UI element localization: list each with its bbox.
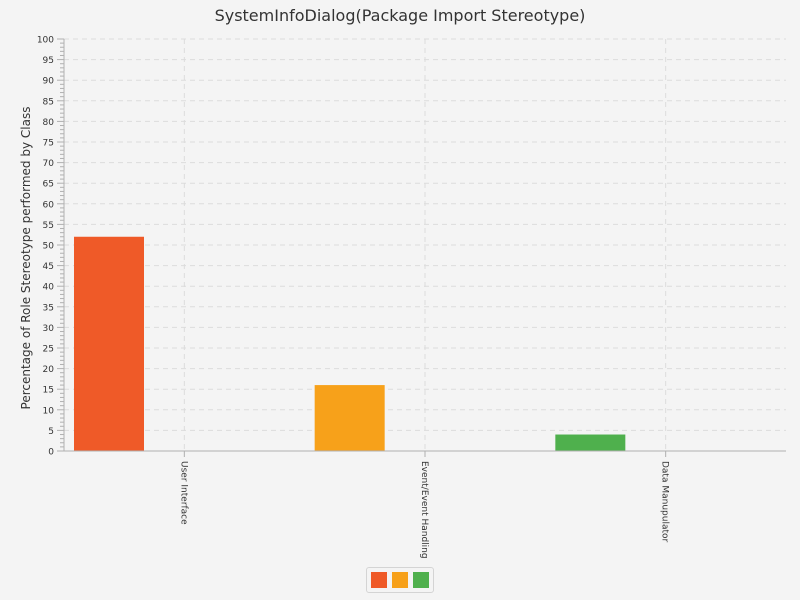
y-tick-label: 45 (43, 262, 54, 272)
bar-data-manupulator (555, 434, 626, 451)
y-tick-label: 100 (37, 36, 54, 46)
legend-swatch (392, 572, 408, 588)
y-tick-label: 80 (43, 118, 55, 128)
x-tick-label: Data Manupulator (660, 461, 670, 543)
y-tick-label: 15 (43, 386, 54, 396)
y-tick-label: 75 (43, 139, 54, 149)
legend (366, 567, 434, 593)
y-tick-label: 40 (43, 283, 55, 293)
y-tick-label: 95 (43, 56, 54, 66)
y-tick-label: 30 (43, 324, 55, 334)
chart-title: SystemInfoDialog(Package Import Stereoty… (214, 6, 586, 25)
bar-event-event-handling (314, 385, 385, 451)
bar-user-interface (74, 236, 144, 451)
legend-swatch (413, 572, 429, 588)
y-tick-label: 85 (43, 97, 54, 107)
y-tick-label: 0 (48, 448, 54, 458)
y-tick-label: 35 (43, 303, 54, 313)
y-tick-label: 10 (43, 406, 55, 416)
y-tick-label: 50 (43, 242, 55, 252)
y-tick-label: 90 (43, 77, 55, 87)
y-tick-label: 25 (43, 345, 54, 355)
y-tick-label: 5 (48, 427, 54, 437)
x-tick-label: Event/Event Handling (419, 461, 429, 559)
y-tick-label: 60 (43, 200, 55, 210)
x-tick-label: User Interface (178, 461, 188, 525)
y-tick-label: 55 (43, 221, 54, 231)
y-tick-label: 70 (43, 159, 55, 169)
y-tick-label: 65 (43, 180, 54, 190)
y-tick-label: 20 (43, 365, 55, 375)
legend-swatch (371, 572, 387, 588)
